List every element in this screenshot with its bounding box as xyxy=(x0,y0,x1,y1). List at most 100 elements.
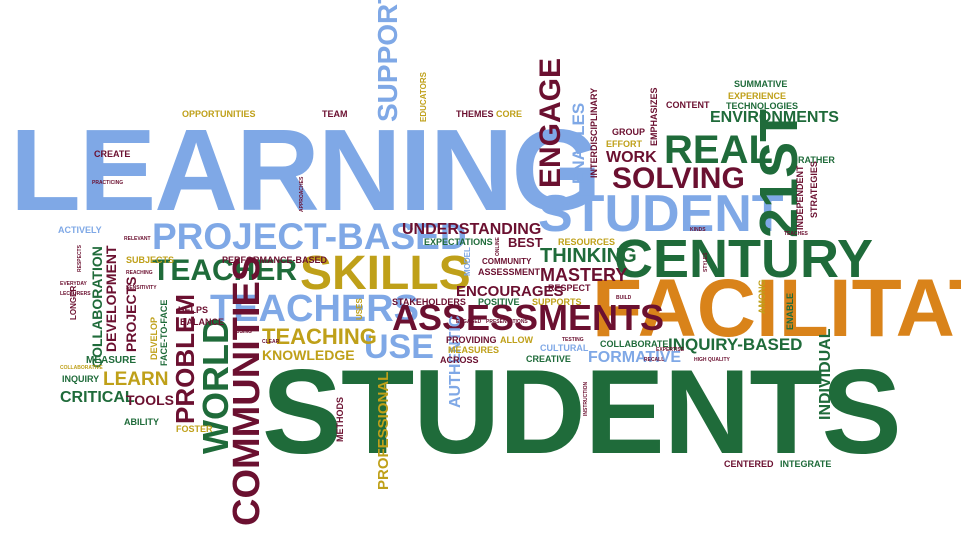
word-approaches: APPROACHES xyxy=(299,176,305,212)
word-facilitate: FACILITATE xyxy=(592,263,961,354)
word-project-based: PROJECT-BASED xyxy=(152,216,467,257)
word-styles: STYLES xyxy=(703,252,709,272)
word-understanding: UNDERSTANDING xyxy=(402,221,542,238)
word-online: ONLINE xyxy=(495,237,501,256)
word-content: CONTENT xyxy=(666,100,710,110)
word-build: BUILD xyxy=(616,295,632,301)
word-reaching: REACHING xyxy=(126,270,153,276)
word-assessments: ASSESSMENTS xyxy=(392,297,665,338)
word-development: DEVELOPMENT xyxy=(103,245,119,352)
word-technologies: TECHNOLOGIES xyxy=(726,101,799,111)
word-recall: RECALL xyxy=(644,357,665,363)
word-actively: ACTIVELY xyxy=(58,225,102,235)
word-face-to-face: FACE-TO-FACE xyxy=(159,299,169,366)
word-support: SUPPORT xyxy=(372,0,403,122)
word-students: STUDENTS xyxy=(262,345,902,479)
word-instruction: INSTRUCTION xyxy=(583,381,589,416)
word-supports: SUPPORTS xyxy=(532,297,582,307)
word-lecturers: LECTURERS xyxy=(60,291,91,297)
word-presentations: PRESENTATIONS xyxy=(486,319,528,325)
word-inquiry-based: INQUIRY-BASED xyxy=(668,335,803,354)
word-create: CREATE xyxy=(94,149,131,159)
word-teaches: TEACHES xyxy=(784,231,808,237)
word-critical: CRITICAL xyxy=(60,389,135,406)
word-opportunities: OPPORTUNITIES xyxy=(182,109,256,119)
word-group: GROUP xyxy=(612,127,646,137)
word-enable: ENABLE xyxy=(785,292,795,330)
word-creative: CREATIVE xyxy=(526,354,571,364)
word-individual: INDIVIDUAL xyxy=(817,328,834,420)
word-collaboration: COLLABORATION xyxy=(89,246,105,368)
word-skills: SKILLS xyxy=(300,247,471,300)
word-model: MODEL xyxy=(463,247,472,276)
word-rather: RATHER xyxy=(798,155,835,165)
word-kinds: KINDS xyxy=(690,227,706,233)
word-teachers: TEACHERS xyxy=(210,288,420,330)
word-practicing: PRACTICING xyxy=(92,180,124,186)
word-measures: MEASURES xyxy=(448,345,500,355)
word-high-quality: HIGH QUALITY xyxy=(694,357,730,363)
word-summative: SUMMATIVE xyxy=(734,79,788,89)
word-themes: THEMES xyxy=(456,109,494,119)
word-balance: BALANCE xyxy=(180,317,224,327)
word-team: TEAM xyxy=(322,109,348,119)
word-cultural: CULTURAL xyxy=(540,343,589,353)
word-engaged: ENGAGED xyxy=(456,319,482,325)
word-experience: EXPERIENCE xyxy=(728,91,787,101)
word-assessment: ASSESSMENT xyxy=(478,267,541,277)
word-testing: TESTING xyxy=(562,337,584,343)
word-mastery: MASTERY xyxy=(540,265,628,285)
word-sensitivity: SENSITIVITY xyxy=(126,285,157,291)
word-measure: MEASURE xyxy=(86,355,137,366)
word-core: CORE xyxy=(496,109,523,119)
word-real: REAL xyxy=(664,128,773,172)
word-engage: ENGAGE xyxy=(534,57,567,188)
word-formative: FORMATIVE xyxy=(588,349,682,366)
word-professional: PROFESSIONAL xyxy=(375,371,392,490)
word-best: BEST xyxy=(508,235,543,250)
word-respect: RESPECT xyxy=(548,283,591,293)
word-centered: CENTERED xyxy=(724,459,774,469)
word-expertise: EXPERTISE xyxy=(656,347,685,353)
word-resources: RESOURCES xyxy=(558,237,616,247)
word-methods: METHODS xyxy=(335,397,345,442)
word-independent: INDEPENDENT xyxy=(795,165,805,230)
word-integrate: INTEGRATE xyxy=(780,459,832,469)
word-century: CENTURY xyxy=(614,229,874,289)
word-collaborative: COLLABORATIVE xyxy=(60,365,103,371)
word-teaching: TEACHING xyxy=(262,324,377,349)
word-develop: DEVELOP xyxy=(149,316,159,360)
word-enables: ENABLES xyxy=(569,102,588,184)
word-providing: PROVIDING xyxy=(446,335,497,345)
word-learning: LEARNING xyxy=(10,105,602,235)
word-community: COMMUNITY xyxy=(482,257,532,266)
word-environments: ENVIRONMENTS xyxy=(710,109,839,126)
word-inquiry: INQUIRY xyxy=(62,374,100,384)
word-student: STUDENT xyxy=(538,185,784,243)
word-solving: SOLVING xyxy=(612,162,745,195)
word-knowledge: KNOWLEDGE xyxy=(262,347,355,363)
word-foster: FOSTER xyxy=(176,424,213,434)
word-use: USE xyxy=(364,328,434,366)
word-encourages: ENCOURAGES xyxy=(456,283,564,300)
word-expectations: EXPECTATIONS xyxy=(424,237,493,247)
word-emphasizes: EMPHASIZES xyxy=(649,87,659,146)
word-performance-based: PERFORMANCE-BASED xyxy=(222,255,328,265)
word-ability: ABILITY xyxy=(124,417,159,427)
word-work: WORK xyxy=(606,149,657,166)
word-learn: LEARN xyxy=(103,369,169,390)
word-among: AMONG xyxy=(757,279,767,315)
word-interdisciplinary: INTERDISCIPLINARY xyxy=(589,87,599,178)
word-using: USING xyxy=(236,329,252,335)
word-helps: HELPS xyxy=(178,305,209,315)
word-across: ACROSS xyxy=(440,355,479,365)
word-collaborate: COLLABORATE xyxy=(600,339,669,349)
word-relevant: RELEVANT xyxy=(124,236,151,242)
word-strategies: STRATEGIES xyxy=(809,161,819,218)
word-educators: EDUCATORS xyxy=(419,72,428,122)
word-allow: ALLOW xyxy=(500,335,533,345)
word-clear: CLEAR xyxy=(262,339,280,345)
word-everyday: EVERYDAY xyxy=(60,281,87,287)
word-respects: RESPECTS xyxy=(77,245,83,272)
